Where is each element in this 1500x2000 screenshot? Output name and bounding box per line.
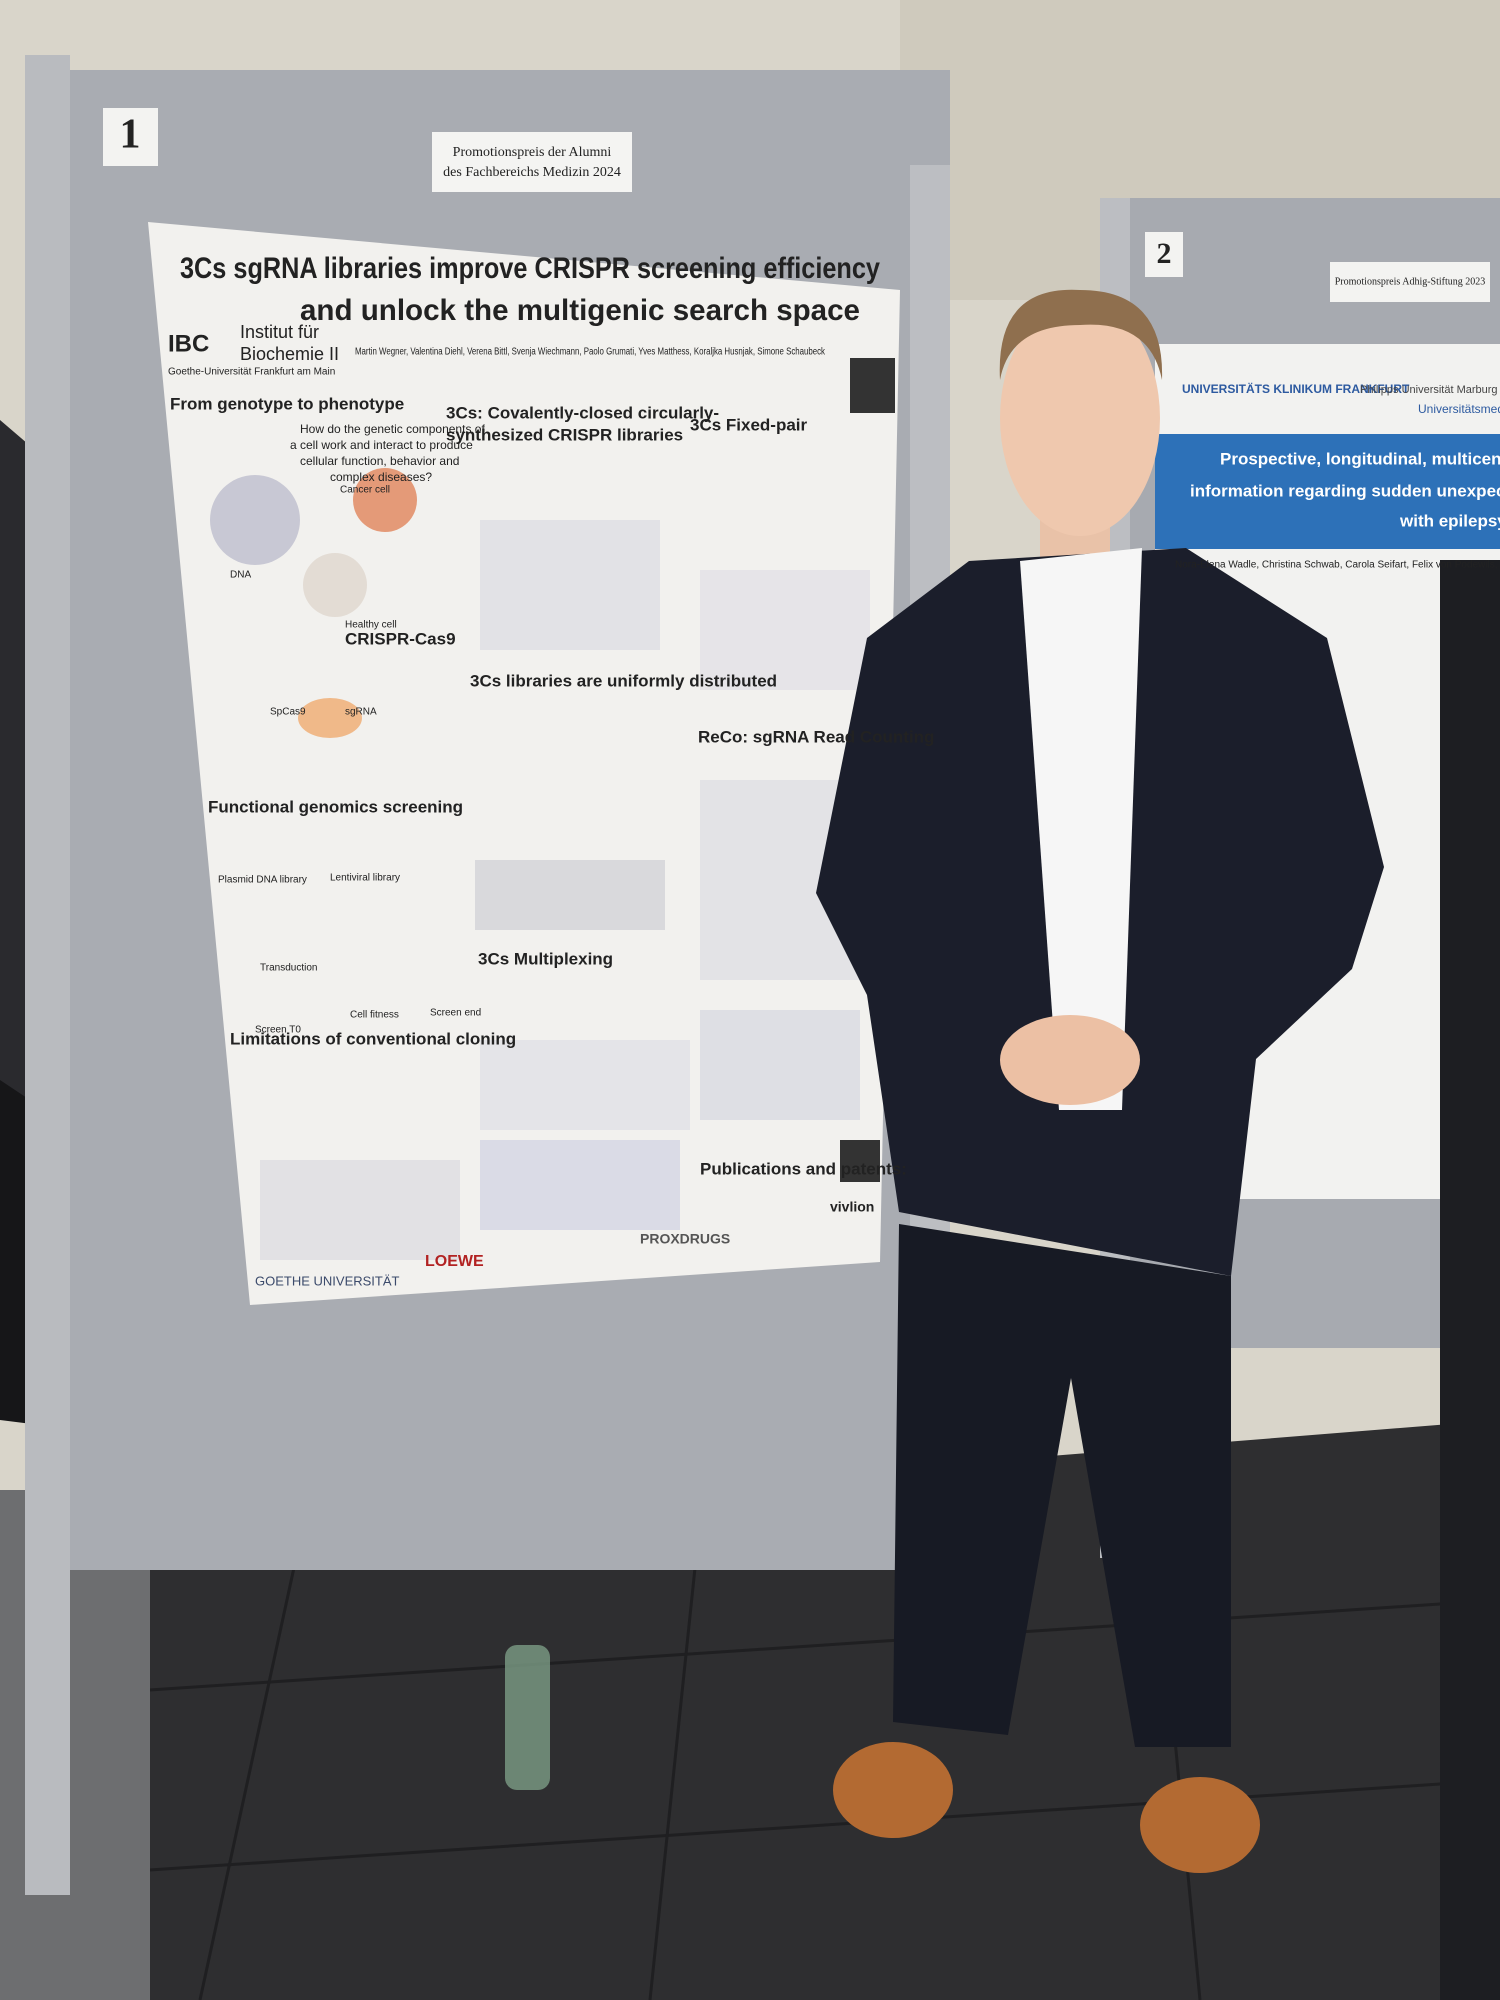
board-label-card [1330,262,1490,302]
figure-label: Healthy cell [345,620,397,631]
figure [700,570,870,690]
section-heading: ReCo: sgRNA Read Counting [698,727,934,746]
qr-code [840,1140,880,1182]
figure-label: Lentiviral library [330,873,400,884]
figure [260,1160,460,1260]
board-number: 2 [1157,237,1172,270]
authors: Martin Wegner, Valentina Diehl, Verena B… [355,347,826,358]
figure [700,1010,860,1120]
logo: UNIVERSITÄTS KLINIKUM FRANKFURT [1182,381,1410,396]
authors: Nora-Elena Wadle, Christina Schwab, Caro… [1175,560,1500,571]
poster-title: 3Cs sgRNA libraries improve CRISPR scree… [180,252,880,285]
institute-logo: Biochemie II [240,344,339,364]
figure [480,1040,690,1130]
body-text: complex diseases? [330,470,432,484]
section-heading: 3Cs Multiplexing [478,949,613,968]
institute-logo: IBC [168,330,209,357]
figure-label: Cancer cell [340,485,390,496]
section-heading: 3Cs libraries are uniformly distributed [470,671,777,690]
board-label: Promotionspreis Adhig-Stiftung 2023 [1335,276,1486,287]
person-right [1440,560,1500,2000]
poster-title: and unlock the multigenic search space [300,294,860,327]
shoe [833,1742,953,1838]
poster-title: Prospective, longitudinal, multicenter s… [1220,449,1500,468]
cell-illustration [210,475,300,565]
body-text: cellular function, behavior and [300,454,459,468]
logo: Universitätsmedizin [1418,402,1500,416]
figure-label: Plasmid DNA library [218,875,307,886]
board-number-card [1145,232,1183,277]
hair [999,289,1163,380]
section-heading: CRISPR-Cas9 [345,629,456,648]
board-number: 1 [120,112,141,158]
logo: vivlion [830,1199,874,1215]
section-heading: From genotype to phenotype [170,394,404,413]
institute-logo: Goethe-Universität Frankfurt am Main [168,367,335,378]
text-layer: 1 Promotionspreis der Alumni des Fachberei… [120,112,1500,1289]
figure [480,520,660,650]
hands [1000,1015,1140,1105]
body-text: a cell work and interact to produce [290,438,473,452]
figure-label: Transduction [260,963,317,974]
poster-title: with epilepsy [1399,511,1500,530]
qr-code [850,358,895,413]
face [1000,300,1160,536]
body-text: How do the genetic components of [300,422,485,436]
section-heading: Publications and patents: [700,1159,907,1178]
logo: LOEWE [425,1253,484,1270]
section-heading: Limitations of conventional cloning [230,1029,516,1048]
cas9-illustration [298,698,362,738]
board-label: des Fachbereichs Medizin 2024 [443,165,621,180]
logo: GOETHE UNIVERSITÄT [255,1273,400,1288]
figure-label: DNA [230,570,251,581]
poster-header-band [1155,434,1500,549]
figure [480,1140,680,1230]
figure-label: SpCas9 [270,707,306,718]
board-pole [25,55,70,1895]
figure-label: Cell fitness [350,1010,399,1021]
floor-tiles [0,1479,1500,2000]
section-heading: 3Cs Fixed-pair [690,415,808,434]
section-heading: Functional genomics screening [208,797,463,816]
figure-label: sgRNA [345,707,377,718]
bottle [505,1645,550,1790]
section-heading: 3Cs: Covalently-closed circularly- [446,403,719,422]
healthy-cell-illustration [303,553,367,617]
shoe [1140,1777,1260,1873]
figure-label: Screen T0 [255,1025,301,1036]
poster-title: information regarding sudden unexpected … [1190,481,1500,500]
logo: Philipps Universität Marburg [1360,384,1498,396]
institute-logo: Institut für [240,322,319,342]
logo: PROXDRUGS [640,1231,730,1247]
cancer-cell-illustration [353,468,417,532]
section-heading: synthesized CRISPR libraries [446,425,683,444]
figure [475,860,665,930]
board-label-card [432,132,632,192]
trousers [893,1224,1231,1747]
shirt [1020,548,1142,1110]
board-label: Promotionspreis der Alumni [453,145,612,160]
figure-label: Screen end [430,1008,481,1019]
board-number-card [103,108,158,166]
